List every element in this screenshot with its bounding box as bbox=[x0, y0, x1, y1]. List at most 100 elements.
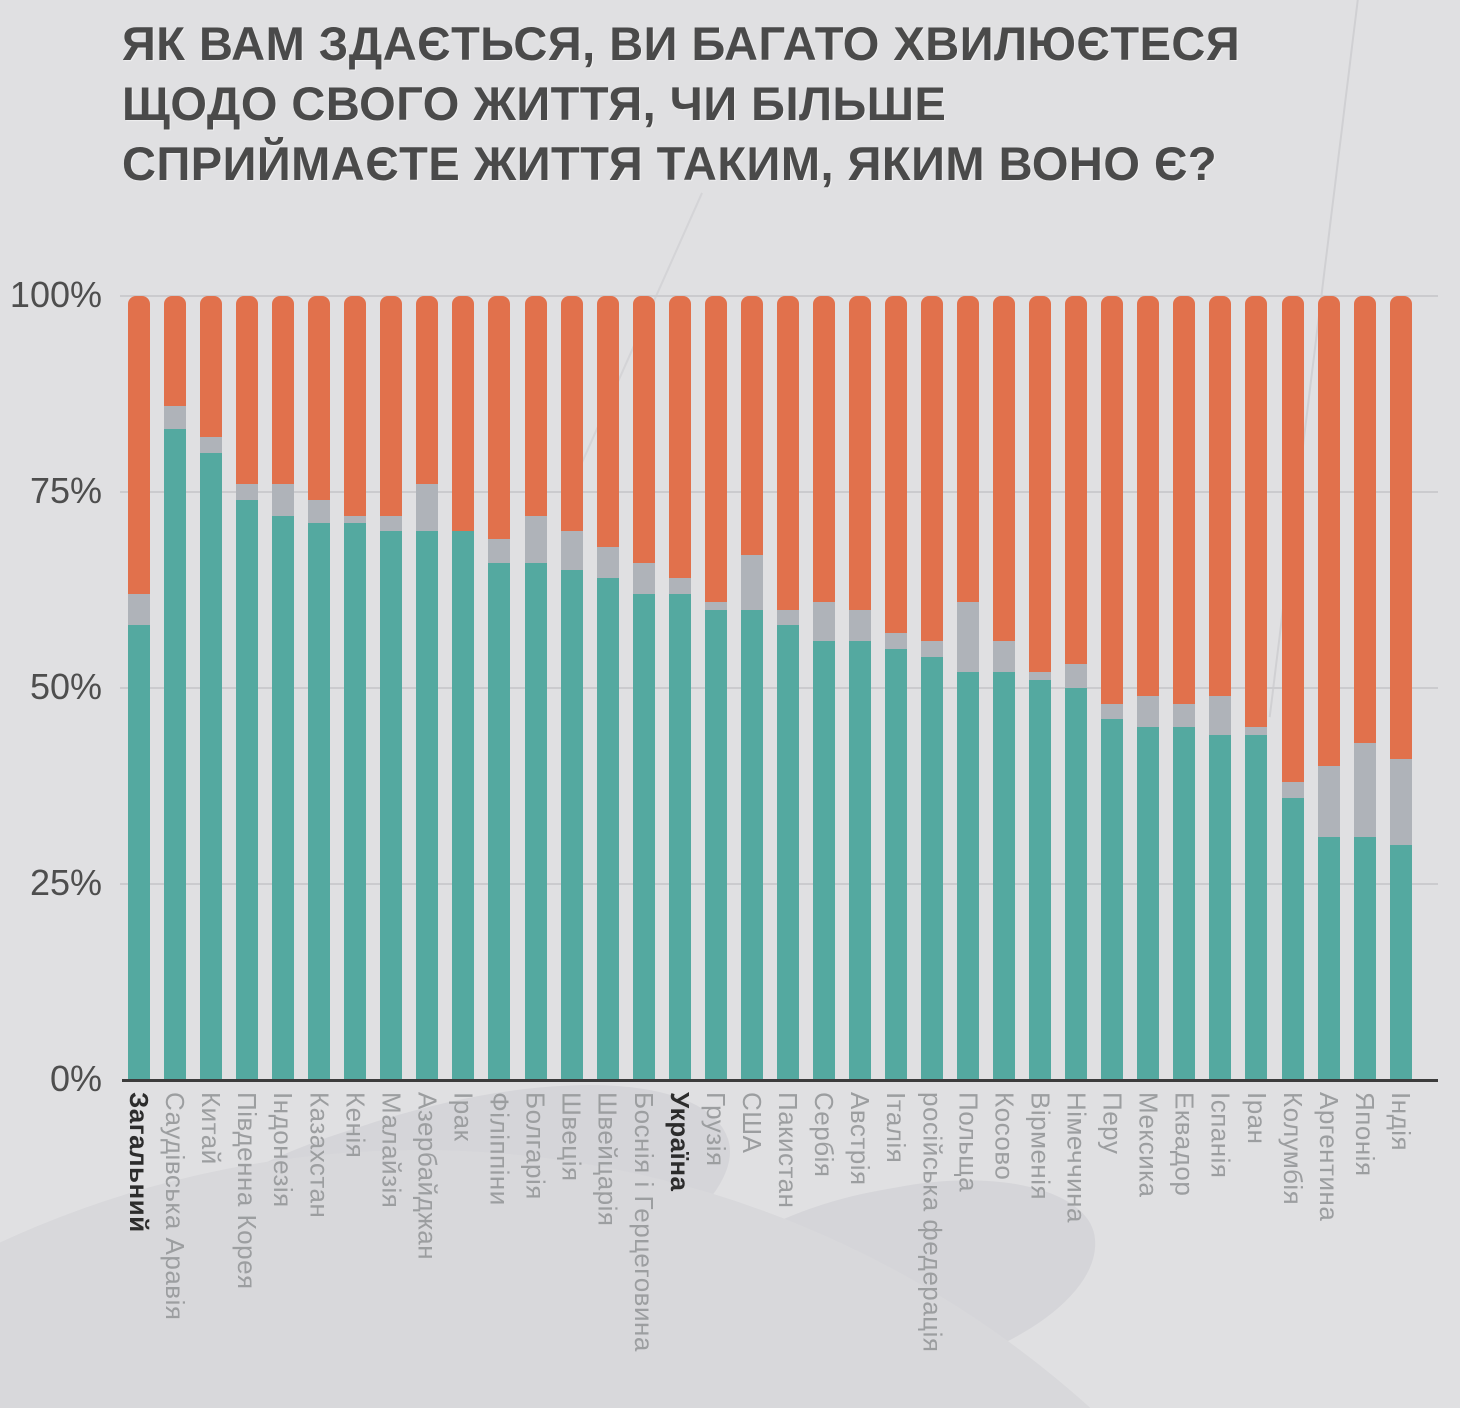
segment-teal-bottom bbox=[921, 656, 944, 1080]
bar-column bbox=[884, 296, 907, 1080]
segment-gray-middle bbox=[164, 405, 187, 430]
segment-gray-middle bbox=[1065, 664, 1088, 688]
segment-gray-middle bbox=[1281, 782, 1304, 798]
segment-gray-middle bbox=[668, 578, 691, 594]
segment-gray-middle bbox=[272, 484, 295, 516]
bar-column bbox=[921, 296, 944, 1080]
segment-gray-middle bbox=[1101, 703, 1124, 720]
segment-gray-middle bbox=[344, 515, 367, 524]
bar-column bbox=[704, 296, 727, 1080]
x-axis-label: Китай bbox=[196, 1092, 227, 1165]
x-axis-label: Німеччина bbox=[1061, 1092, 1092, 1223]
segment-gray-middle bbox=[1317, 766, 1340, 837]
segment-orange-top bbox=[1281, 296, 1304, 783]
bar-column bbox=[1137, 296, 1160, 1080]
segment-gray-middle bbox=[1245, 727, 1268, 736]
bar-column bbox=[524, 296, 547, 1080]
x-axis-label: Еквадор bbox=[1169, 1092, 1200, 1197]
segment-gray-middle bbox=[416, 484, 439, 532]
segment-orange-top bbox=[704, 296, 727, 602]
x-axis-label: Пакистан bbox=[773, 1092, 804, 1209]
x-axis-line bbox=[122, 1079, 1438, 1082]
segment-orange-top bbox=[1029, 296, 1052, 673]
y-tick-label: 75% bbox=[29, 470, 102, 511]
x-axis-label: Боснія і Герцеговина bbox=[628, 1092, 659, 1352]
x-axis-label: Південна Корея bbox=[232, 1092, 263, 1290]
segment-orange-top bbox=[596, 296, 619, 547]
x-axis-label: Перу bbox=[1097, 1092, 1128, 1155]
bar-column bbox=[957, 296, 980, 1080]
segment-orange-top bbox=[668, 296, 691, 579]
bar-column bbox=[632, 296, 655, 1080]
segment-teal-bottom bbox=[1353, 836, 1376, 1080]
segment-gray-middle bbox=[560, 531, 583, 571]
segment-teal-bottom bbox=[704, 609, 727, 1080]
plot-area: 100% 75% 50% 25% 0% Загальний Саудівська Арав… bbox=[10, 274, 1438, 1352]
x-axis-label: російська федерація bbox=[917, 1092, 948, 1353]
segment-orange-top bbox=[236, 296, 259, 485]
segment-orange-top bbox=[776, 296, 799, 610]
segment-orange-top bbox=[848, 296, 871, 610]
y-tick-label: 50% bbox=[29, 666, 102, 707]
segment-orange-top bbox=[272, 296, 295, 485]
segment-orange-top bbox=[1353, 296, 1376, 743]
x-axis-label: Швейцарія bbox=[592, 1092, 623, 1227]
x-axis-label: Мексика bbox=[1133, 1092, 1164, 1198]
segment-teal-bottom bbox=[848, 640, 871, 1080]
x-axis-label: Україна bbox=[664, 1092, 695, 1192]
segment-orange-top bbox=[452, 296, 475, 532]
bars bbox=[128, 296, 1412, 1080]
segment-orange-top bbox=[1389, 296, 1412, 759]
segment-teal-bottom bbox=[740, 609, 763, 1080]
segment-gray-middle bbox=[1029, 672, 1052, 681]
segment-gray-middle bbox=[488, 539, 511, 563]
segment-orange-top bbox=[380, 296, 403, 516]
segment-teal-bottom bbox=[308, 523, 331, 1080]
segment-orange-top bbox=[1245, 296, 1268, 728]
bar-column bbox=[848, 296, 871, 1080]
x-axis-label: Японія bbox=[1349, 1092, 1380, 1177]
segment-gray-middle bbox=[848, 609, 871, 641]
bar-column bbox=[668, 296, 691, 1080]
segment-teal-bottom bbox=[884, 648, 907, 1080]
segment-gray-middle bbox=[380, 515, 403, 532]
segment-orange-top bbox=[200, 296, 223, 438]
bar-column bbox=[1029, 296, 1052, 1080]
segment-gray-middle bbox=[884, 633, 907, 649]
x-axis-label: Малайзія bbox=[376, 1092, 407, 1209]
y-tick-label: 100% bbox=[9, 274, 102, 315]
segment-orange-top bbox=[1101, 296, 1124, 704]
y-tick-label: 0% bbox=[49, 1058, 102, 1099]
chart-title: ЯК ВАМ ЗДАЄТЬСЯ, ВИ БАГАТО ХВИЛЮЄТЕСЯ ЩО… bbox=[122, 14, 1432, 194]
bar-column bbox=[344, 296, 367, 1080]
x-axis-label: Колумбія bbox=[1277, 1092, 1308, 1206]
segment-teal-bottom bbox=[1137, 727, 1160, 1080]
segment-orange-top bbox=[560, 296, 583, 532]
segment-gray-middle bbox=[1137, 695, 1160, 728]
segment-gray-middle bbox=[308, 499, 331, 524]
x-axis-label: Іран bbox=[1241, 1092, 1272, 1145]
x-axis-label: Сербія bbox=[809, 1092, 840, 1178]
x-axis-label: Індонезія bbox=[268, 1092, 299, 1208]
segment-orange-top bbox=[344, 296, 367, 516]
bar-column bbox=[812, 296, 835, 1080]
y-tick-label: 25% bbox=[29, 862, 102, 903]
segment-gray-middle bbox=[957, 601, 980, 673]
bar-column bbox=[560, 296, 583, 1080]
segment-teal-bottom bbox=[452, 531, 475, 1080]
x-axis-labels: Загальний Саудівська Аравія Китай Південна … bbox=[124, 1092, 1416, 1408]
bar-column bbox=[993, 296, 1016, 1080]
segment-orange-top bbox=[993, 296, 1016, 641]
bar-column bbox=[740, 296, 763, 1080]
segment-teal-bottom bbox=[993, 672, 1016, 1080]
segment-orange-top bbox=[1173, 296, 1196, 704]
segment-gray-middle bbox=[704, 601, 727, 610]
x-axis-label: Швеція bbox=[556, 1092, 587, 1182]
segment-teal-bottom bbox=[1317, 836, 1340, 1080]
x-axis-label: Ірак bbox=[448, 1092, 479, 1142]
x-axis-label: Іспанія bbox=[1205, 1092, 1236, 1179]
segment-teal-bottom bbox=[164, 429, 187, 1080]
bar-column bbox=[236, 296, 259, 1080]
x-axis-label: Вірменія bbox=[1025, 1092, 1056, 1201]
